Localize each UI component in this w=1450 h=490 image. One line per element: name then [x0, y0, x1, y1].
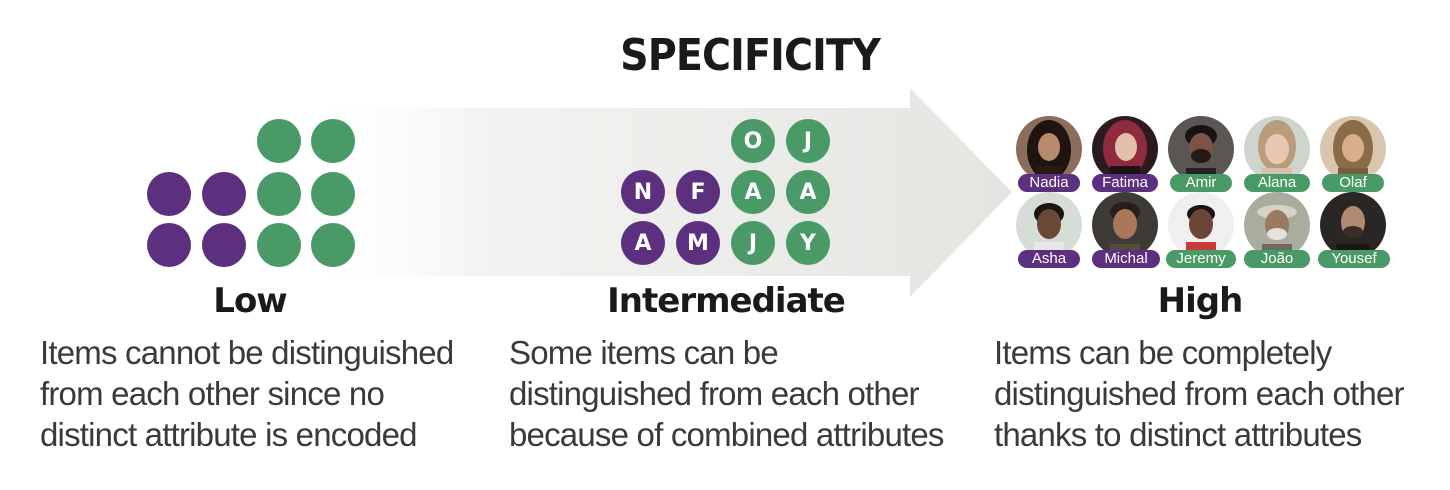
low-dot	[257, 119, 301, 163]
low-dot	[257, 223, 301, 267]
description-line: Items cannot be distinguished	[40, 334, 454, 371]
low-description: Items cannot be distinguished from each …	[40, 332, 480, 455]
low-dot	[311, 119, 355, 163]
person-name-tag: Fatima	[1092, 174, 1158, 192]
letter-dot: A	[731, 170, 775, 214]
description-line: distinct attribute is encoded	[40, 416, 418, 453]
person-avatar	[1168, 192, 1234, 258]
person-avatar	[1244, 116, 1310, 182]
low-dot	[147, 223, 191, 267]
description-line: distinguished from each other	[509, 375, 920, 412]
low-dot	[257, 172, 301, 216]
description-line: because of combined attributes	[509, 416, 944, 453]
letter-dot: A	[786, 170, 830, 214]
low-dot	[202, 172, 246, 216]
person-name-tag: Alana	[1244, 174, 1310, 192]
low-dot	[311, 172, 355, 216]
person-name-tag: Asha	[1018, 250, 1080, 268]
low-dot	[202, 223, 246, 267]
letter-dot: A	[621, 221, 665, 265]
diagram-title: SPECIFICITY	[620, 30, 881, 81]
description-line: Some items can be	[509, 334, 779, 371]
low-dot	[311, 223, 355, 267]
person-avatar	[1320, 192, 1386, 258]
description-line: distinguished from each other	[994, 375, 1405, 412]
description-line: from each other since no	[40, 375, 385, 412]
high-description: Items can be completely distinguished fr…	[994, 332, 1434, 455]
person-avatar	[1092, 116, 1158, 182]
description-line: Items can be completely	[994, 334, 1332, 371]
person-name-tag: Amir	[1170, 174, 1232, 192]
description-line: thanks to distinct attributes	[994, 416, 1362, 453]
person-name-tag: Jeremy	[1166, 250, 1236, 268]
letter-dot: J	[731, 221, 775, 265]
letter-dot: O	[731, 119, 775, 163]
letter-dot: Y	[786, 221, 830, 265]
person-avatar	[1320, 116, 1386, 182]
person-avatar	[1244, 192, 1310, 258]
letter-dot: F	[676, 170, 720, 214]
person-avatar	[1092, 192, 1158, 258]
letter-dot: M	[676, 221, 720, 265]
intermediate-description: Some items can be distinguished from eac…	[509, 332, 959, 455]
person-name-tag: Michal	[1092, 250, 1160, 268]
high-label: High	[1157, 281, 1244, 321]
person-name-tag: Nadia	[1018, 174, 1080, 192]
low-label: Low	[213, 281, 287, 321]
person-name-tag: Olaf	[1322, 174, 1384, 192]
person-avatar	[1016, 116, 1082, 182]
person-name-tag: João	[1244, 250, 1310, 268]
person-avatar	[1016, 192, 1082, 258]
letter-dot: N	[621, 170, 665, 214]
low-dot	[147, 172, 191, 216]
letter-dot: J	[786, 119, 830, 163]
person-avatar	[1168, 116, 1234, 182]
intermediate-label: Intermediate	[607, 281, 846, 321]
person-name-tag: Yousef	[1318, 250, 1390, 268]
